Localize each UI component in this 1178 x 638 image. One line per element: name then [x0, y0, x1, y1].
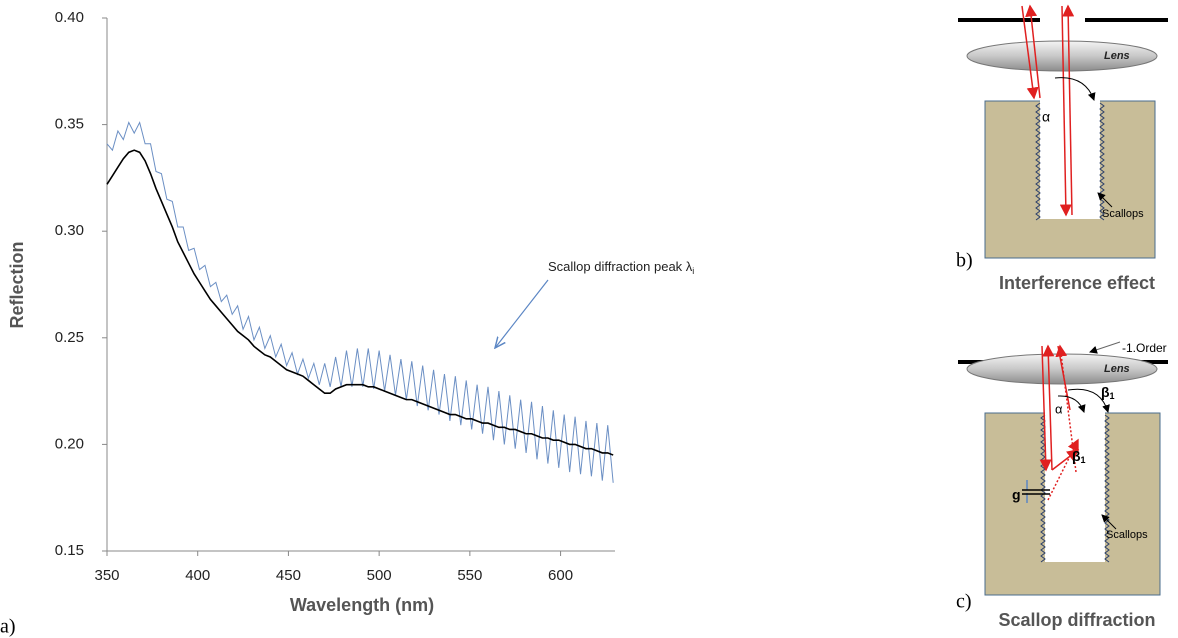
caption: Interference effect — [999, 273, 1155, 293]
lens-label: Lens — [1104, 50, 1130, 62]
x-tick-label: 400 — [185, 567, 210, 584]
angle-arc — [1067, 388, 1110, 413]
x-tick-label: 550 — [457, 567, 482, 584]
beta-label: β1 — [1101, 384, 1115, 402]
rays — [1021, 4, 1075, 217]
scallop-wall — [1035, 102, 1041, 221]
beta: β — [1072, 448, 1081, 464]
hole — [1045, 412, 1105, 562]
y-tick-label: 0.30 — [55, 222, 84, 239]
diagram-c: Lens -1.Order α β1 β1 g Scallops c) Scal… — [956, 341, 1168, 630]
angle-arc — [1057, 395, 1086, 413]
pointer — [1097, 192, 1113, 208]
y-tick-label: 0.20 — [55, 435, 84, 452]
rays — [1039, 344, 1080, 501]
lens-label: Lens — [1104, 363, 1130, 375]
beta-sub: 1 — [1110, 391, 1115, 401]
beta-label: β1 — [1072, 448, 1086, 466]
beta: β — [1101, 384, 1110, 400]
x-tick-label: 450 — [276, 567, 301, 584]
gap-marker — [1022, 480, 1050, 503]
pointer — [1089, 341, 1121, 354]
caption: Scallop diffraction — [998, 610, 1155, 630]
annotation-text: Scallop diffraction peak λ — [548, 259, 693, 274]
panel-label: b) — [956, 250, 973, 272]
x-axis-title: Wavelength (nm) — [290, 595, 434, 615]
pointer — [1101, 514, 1117, 530]
diagram-b: Lens α Scallops b) Interference effect — [956, 4, 1168, 293]
panel-label: c) — [956, 591, 972, 613]
y-tick-label: 0.35 — [55, 116, 84, 133]
angle-label: α — [1055, 401, 1063, 416]
gap-label: g — [1012, 487, 1021, 503]
y-axis-title: Reflection — [7, 241, 27, 328]
x-tick-label: 600 — [548, 567, 573, 584]
order-label: -1.Order — [1122, 341, 1167, 355]
series-line — [106, 121, 614, 483]
annotation-arrow — [495, 279, 549, 348]
panel-label: a) — [0, 616, 16, 638]
x-tick-label: 350 — [94, 567, 119, 584]
y-tick-label: 0.15 — [55, 542, 84, 559]
series-line — [106, 149, 614, 456]
y-tick-label: 0.25 — [55, 329, 84, 346]
beta-sub: 1 — [1081, 455, 1086, 465]
scallop-wall — [1104, 414, 1110, 563]
y-tick-label: 0.40 — [55, 9, 84, 26]
angle-arc — [1054, 77, 1096, 101]
plot-area: 0.15 0.20 0.25 0.30 0.35 0.40 350 400 450 500 550 6… — [55, 9, 615, 584]
x-tick-label: 500 — [367, 567, 392, 584]
annotation-sub: i — [692, 266, 694, 276]
scallops-label: Scallops — [1102, 208, 1144, 220]
angle-label: α — [1042, 109, 1050, 125]
scallops-label: Scallops — [1106, 529, 1148, 541]
annotation: Scallop diffraction peak λi — [548, 259, 694, 276]
